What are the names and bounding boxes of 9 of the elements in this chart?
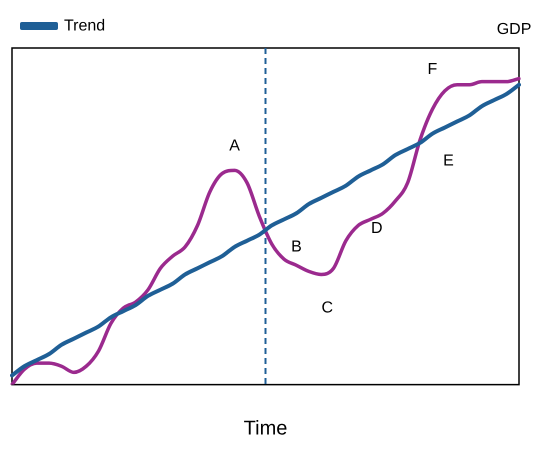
- annotation: C: [322, 300, 334, 317]
- annotation: E: [443, 152, 454, 170]
- x-axis-title: Time: [244, 418, 288, 440]
- legend-label: Trend: [64, 17, 106, 34]
- annotation: D: [371, 220, 383, 237]
- text: GDP: [496, 21, 532, 38]
- annotation: B: [291, 238, 302, 256]
- text: F: [428, 60, 438, 78]
- annotation: A: [229, 137, 240, 154]
